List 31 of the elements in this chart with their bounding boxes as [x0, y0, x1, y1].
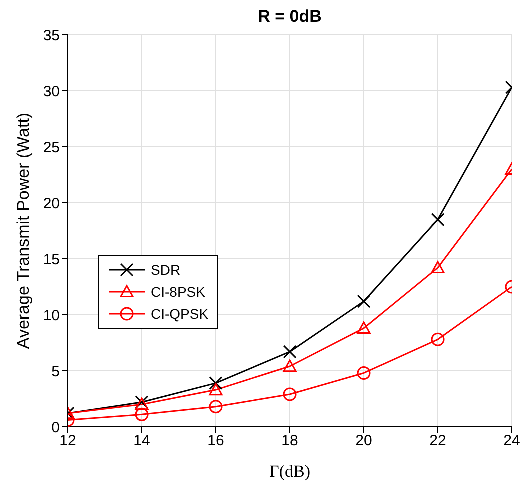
y-tick-label: 15: [43, 251, 60, 268]
y-tick-label: 35: [43, 27, 60, 44]
x-tick-label: 18: [282, 432, 298, 450]
y-tick-label: 5: [52, 363, 60, 380]
x-tick-label: 12: [60, 432, 76, 450]
y-tick-label: 0: [52, 419, 60, 436]
x-tick-label: 16: [208, 432, 224, 450]
point: [283, 345, 297, 359]
y-tick-label: 30: [43, 83, 60, 100]
point: [283, 360, 297, 372]
x-tick-label: 22: [430, 432, 446, 450]
y-tick-label: 10: [43, 307, 60, 324]
legend-label: CI-QPSK: [151, 306, 209, 322]
point: [209, 400, 223, 414]
x-tick-label: 14: [134, 432, 150, 450]
x-axis-title: Γ(dB): [270, 462, 310, 481]
point: [209, 383, 223, 396]
point: [357, 322, 371, 334]
x-tick-label: 24: [504, 432, 520, 450]
legend-label: SDR: [151, 262, 181, 278]
legend-label: CI-8PSK: [151, 284, 206, 300]
y-tick-label: 20: [43, 195, 60, 212]
point: [209, 376, 223, 390]
point: [135, 408, 149, 422]
point: [357, 294, 371, 308]
point: [283, 388, 297, 402]
y-tick-label: 25: [43, 139, 60, 156]
chart-title: R = 0dB: [258, 7, 322, 26]
y-axis-title: Average Transmit Power (Watt): [14, 112, 34, 350]
point: [357, 366, 371, 380]
x-tick-label: 20: [356, 432, 372, 450]
